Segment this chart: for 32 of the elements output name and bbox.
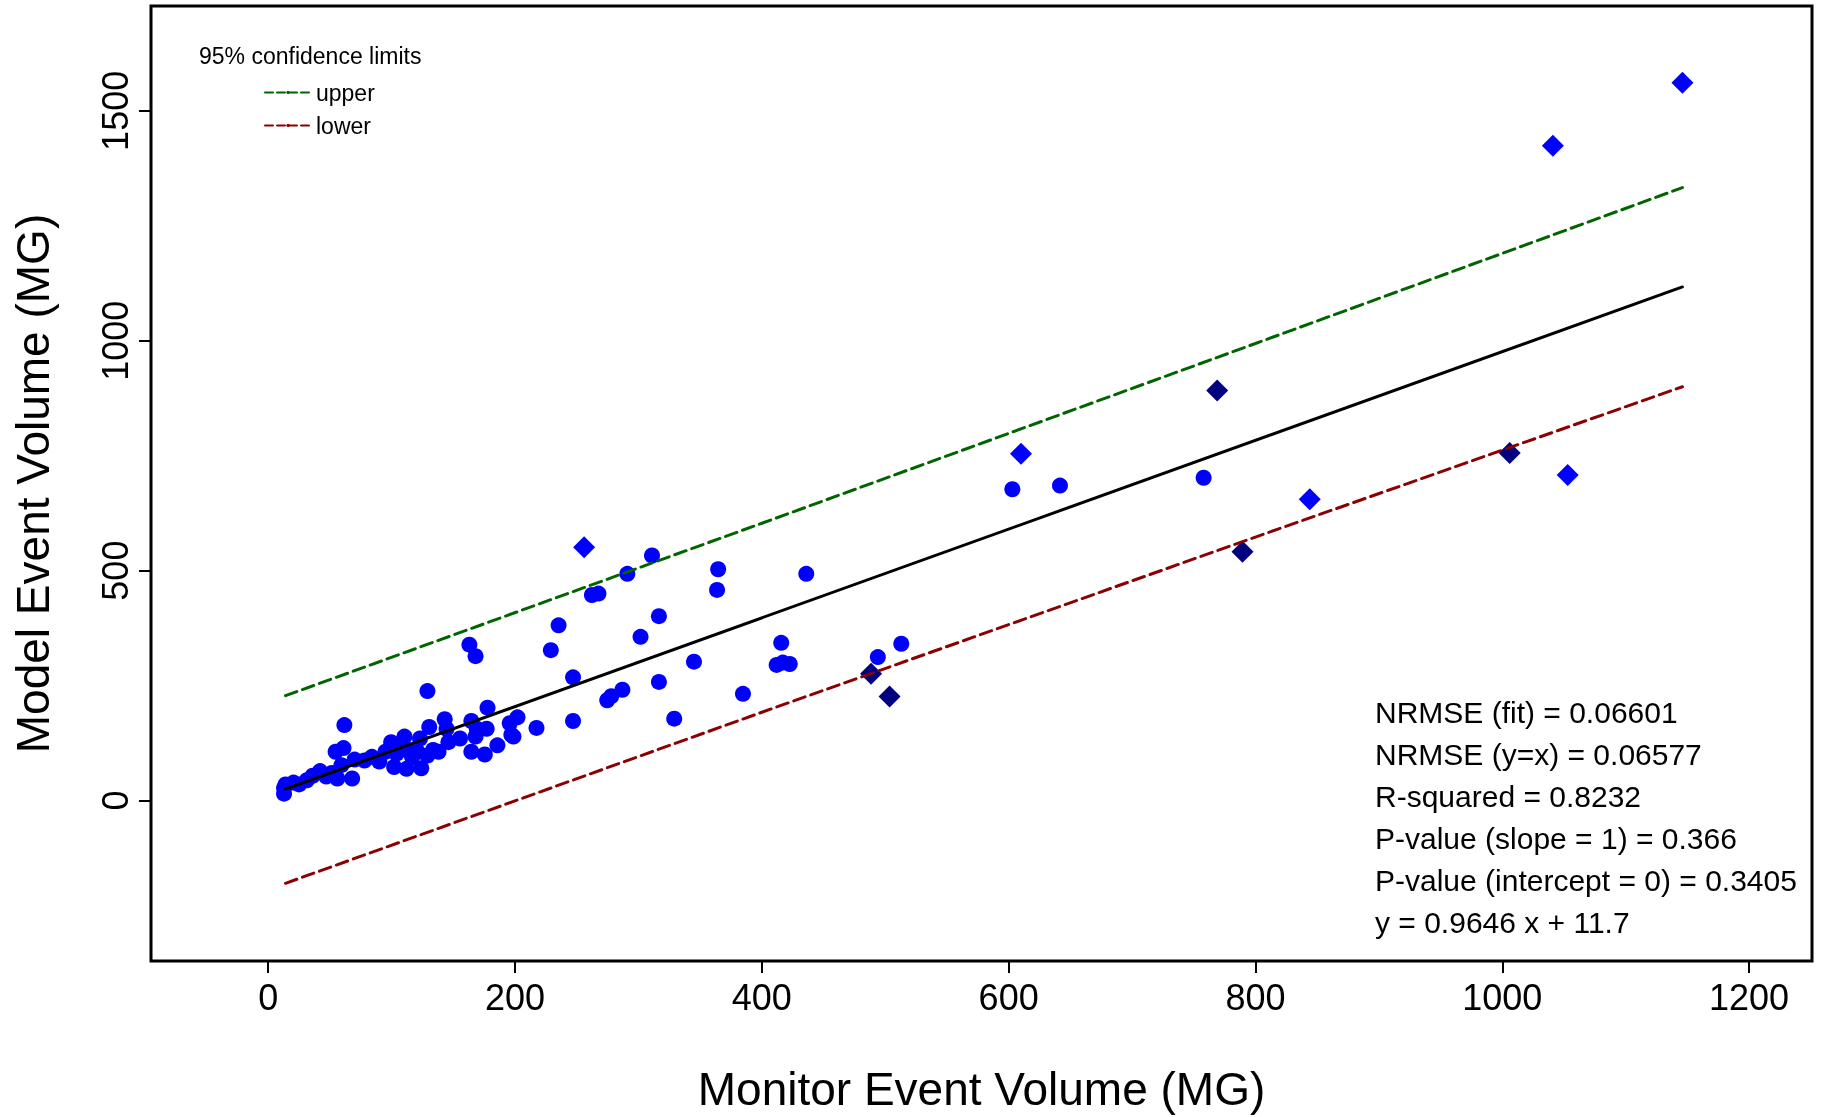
point: [1556, 463, 1579, 486]
annotation: P-value (slope = 1) = 0.366: [1375, 821, 1737, 855]
annotation: R-squared = 0.8232: [1375, 779, 1642, 813]
annotation: NRMSE (fit) = 0.06601: [1375, 695, 1678, 729]
point: [1298, 488, 1321, 511]
y-tick-label: 500: [94, 540, 136, 601]
x-tick-label: 600: [978, 976, 1039, 1018]
x-tick-label: 1200: [1709, 976, 1790, 1018]
legend-label: lower: [316, 112, 372, 139]
y-tick-label: 0: [94, 790, 136, 811]
point: [1671, 71, 1694, 94]
point: [1009, 442, 1032, 465]
x-tick-label: 400: [731, 976, 792, 1018]
annotation: P-value (intercept = 0) = 0.3405: [1375, 863, 1797, 897]
y-tick-label: 1500: [94, 70, 136, 151]
line-series: [284, 186, 1684, 698]
point: [878, 685, 901, 708]
point: [1231, 540, 1254, 563]
annotation: NRMSE (y=x) = 0.06577: [1375, 737, 1702, 771]
legend-label: upper: [316, 79, 376, 106]
point: [1541, 134, 1564, 157]
point: [573, 536, 596, 559]
x-tick-label: 200: [485, 976, 546, 1018]
x-tick-label: 0: [258, 976, 279, 1018]
x-tick-label: 800: [1225, 976, 1286, 1018]
x-tick-label: 1000: [1462, 976, 1543, 1018]
annotation: y = 0.9646 x + 11.7: [1375, 905, 1630, 939]
y-axis-title: Model Event Volume (MG): [7, 213, 59, 754]
point: [1206, 379, 1229, 402]
x-axis-title: Monitor Event Volume (MG): [697, 1063, 1266, 1115]
y-tick-label: 1000: [94, 300, 136, 381]
legend-title: 95% confidence limits: [199, 42, 422, 69]
